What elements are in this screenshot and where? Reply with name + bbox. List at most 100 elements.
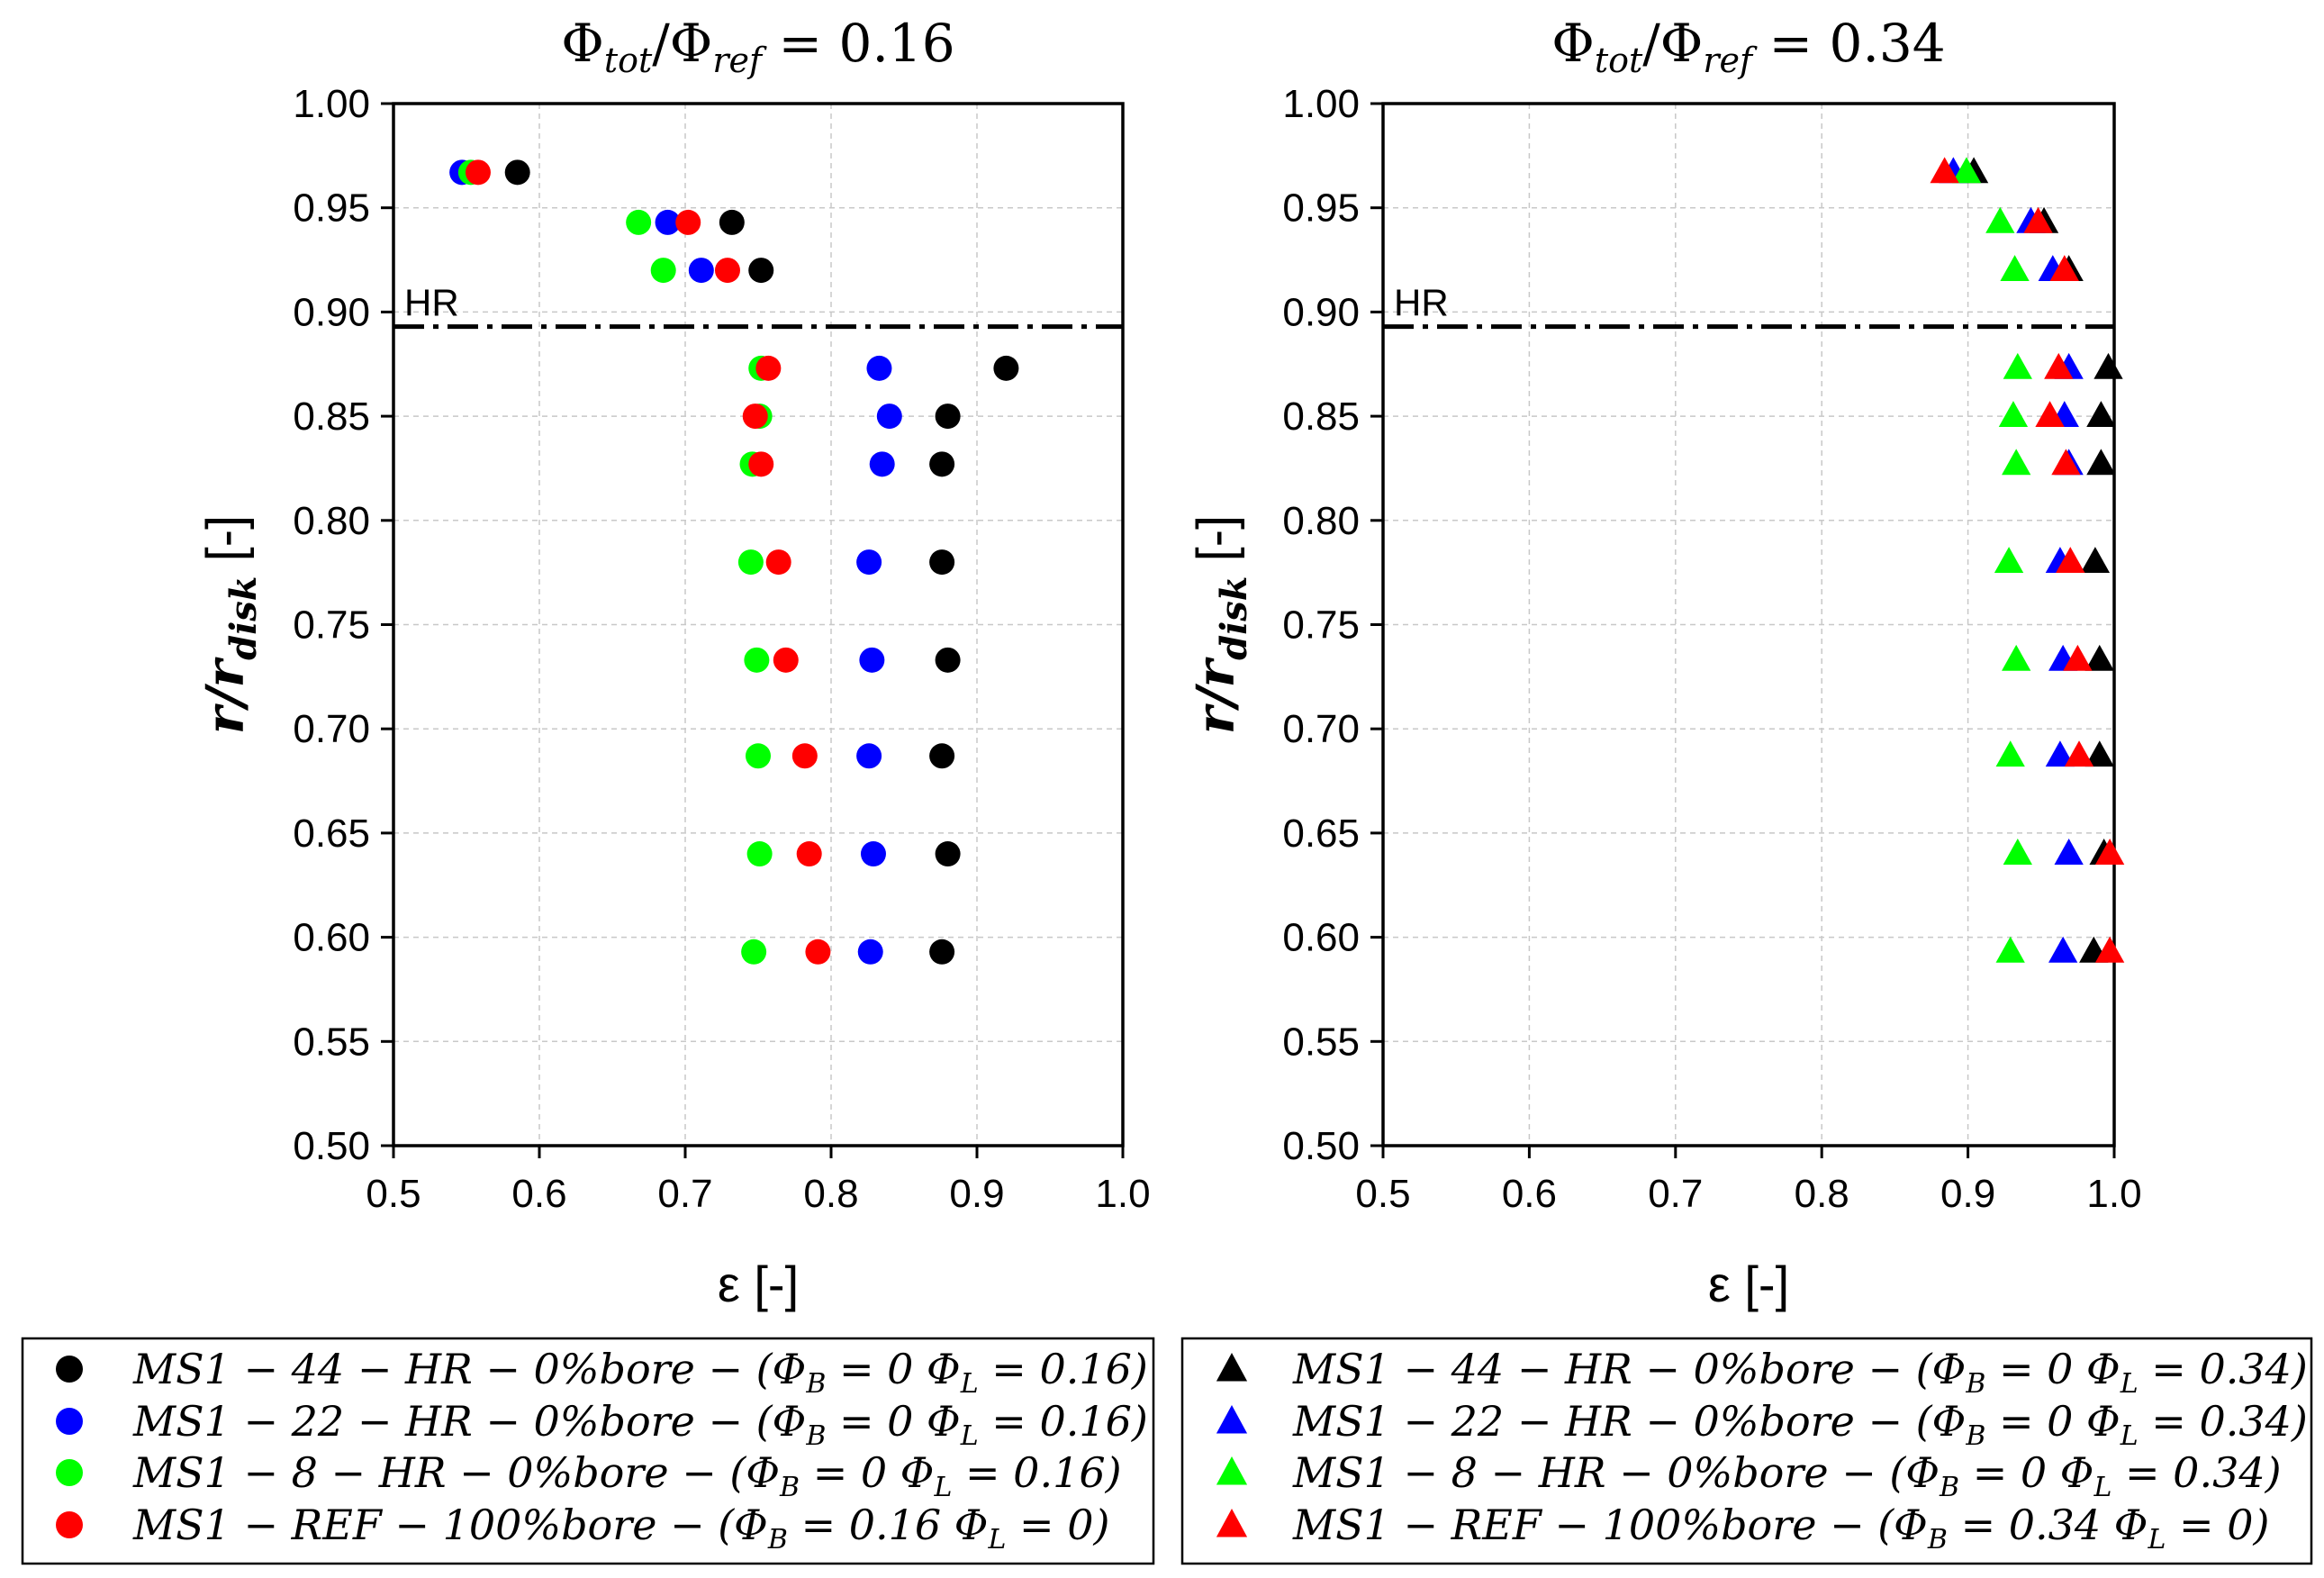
data-markers xyxy=(1930,157,2125,963)
title-phi: Φ xyxy=(1551,13,1595,74)
data-point xyxy=(2094,936,2125,963)
legend-entry-sub-b: B xyxy=(767,1524,788,1555)
data-point xyxy=(2063,644,2093,671)
legend-entry-end: = 0.16) xyxy=(979,1397,1148,1446)
ylabel-sub: disk xyxy=(222,576,265,659)
data-point xyxy=(876,404,902,430)
data-point xyxy=(2002,644,2031,671)
data-markers xyxy=(449,159,1019,965)
title-phi: Φ xyxy=(561,13,604,74)
data-point xyxy=(2056,547,2085,573)
data-point xyxy=(856,549,882,576)
legend-entry-sub-l: L xyxy=(960,1420,979,1452)
legend-entry: MS1 − 44 − HR − 0%bore − (ΦB = 0 ΦL = 0.… xyxy=(1292,1345,2308,1400)
data-point xyxy=(2054,839,2084,865)
y-tick-label: 0.65 xyxy=(293,812,370,856)
legend-entry-main: MS1 − 44 − HR − 0%bore − (Φ xyxy=(1292,1345,1966,1393)
legend-marker xyxy=(1216,1405,1248,1434)
gridlines xyxy=(1383,104,2114,1146)
legend-entry-main: MS1 − 22 − HR − 0%bore − (Φ xyxy=(132,1397,806,1446)
legend-entry-sub-b: B xyxy=(1965,1420,1985,1452)
y-tick-label: 0.50 xyxy=(293,1124,370,1168)
legend-entry-sub-l: L xyxy=(2120,1420,2139,1452)
legend-entry-mid: = 0 Φ xyxy=(1985,1397,2120,1446)
x-tick-label: 0.9 xyxy=(1940,1172,1995,1216)
series-3 xyxy=(1951,157,2032,963)
series-4 xyxy=(1930,157,2125,963)
legend-marker xyxy=(1216,1353,1248,1382)
legend: MS1 − 44 − HR − 0%bore − (ΦB = 0 ΦL = 0.… xyxy=(21,1337,1155,1565)
data-point xyxy=(929,549,955,576)
legend-entry-sub-l: L xyxy=(960,1368,979,1400)
legend-entry-mid: = 0.34 Φ xyxy=(1948,1501,2148,1549)
hr-label: HR xyxy=(1394,282,1449,324)
legend-entry-sub-b: B xyxy=(805,1368,826,1400)
legend-entry-main: MS1 − 8 − HR − 0%bore − (Φ xyxy=(132,1448,780,1497)
data-point xyxy=(748,258,774,284)
data-point xyxy=(1995,740,2025,767)
x-tick-label: 0.8 xyxy=(1795,1172,1849,1216)
chart-title: Φtot/Φref = 0.34 xyxy=(1551,13,1945,80)
data-point xyxy=(2064,740,2094,767)
data-point xyxy=(742,404,768,430)
y-tick-label: 0.90 xyxy=(1282,290,1360,334)
legend-entry-end: = 0) xyxy=(1006,1501,1109,1549)
x-tick-label: 0.5 xyxy=(366,1172,420,1216)
title-slash-phi: /Φ xyxy=(1642,13,1703,74)
legend-entry-sub-b: B xyxy=(779,1472,800,1503)
data-point xyxy=(796,841,822,867)
series-4 xyxy=(465,159,831,965)
data-point xyxy=(1995,936,2025,963)
legend-box xyxy=(1180,1337,2313,1565)
y-tick-label: 0.60 xyxy=(293,916,370,960)
data-point xyxy=(2093,352,2123,379)
x-tick-label: 0.8 xyxy=(803,1172,858,1216)
data-point xyxy=(2084,740,2114,767)
data-point xyxy=(869,451,895,477)
data-point xyxy=(746,743,771,769)
data-point xyxy=(465,159,491,186)
x-axis-label: ε [-] xyxy=(1708,1256,1789,1312)
legend-entry-mid: = 0 Φ xyxy=(1985,1345,2120,1393)
data-point xyxy=(2086,449,2116,476)
y-tick-label: 0.80 xyxy=(1282,499,1360,543)
data-point xyxy=(626,209,652,235)
data-point xyxy=(719,209,745,235)
data-point xyxy=(805,939,831,965)
data-point xyxy=(929,743,955,769)
data-point xyxy=(859,647,885,673)
data-point xyxy=(741,939,767,965)
y-tick-label: 0.85 xyxy=(293,394,370,439)
legend-entry-main: MS1 − 44 − HR − 0%bore − (Φ xyxy=(132,1345,806,1393)
legend-entry-mid: = 0 Φ xyxy=(826,1397,960,1446)
gridlines xyxy=(393,104,1123,1146)
y-tick-label: 1.00 xyxy=(293,82,370,126)
data-point xyxy=(1951,157,1982,184)
legend-marker xyxy=(56,1511,83,1538)
legend-entry-sub-b: B xyxy=(1965,1368,1985,1400)
legend-entry-end: = 0.34) xyxy=(2139,1345,2308,1393)
data-point xyxy=(2080,547,2111,573)
legend-box xyxy=(21,1337,1155,1565)
data-point xyxy=(675,209,701,235)
data-point xyxy=(746,841,773,867)
tick-group: 0.5 0.6 0.7 0.8 0.9 1.0 0.50 0.55 0.60 0.65 0.70 0.… xyxy=(1282,82,2141,1216)
legend-entry-mid: = 0 Φ xyxy=(826,1345,960,1393)
data-point xyxy=(755,355,782,381)
y-tick-label: 1.00 xyxy=(1282,82,1360,126)
legend-entry-end: = 0.34) xyxy=(2139,1397,2308,1446)
legend-entry-main: MS1 − REF − 100%bore − (Φ xyxy=(132,1501,768,1549)
legend-marker xyxy=(56,1459,83,1486)
legend-entry-end: = 0) xyxy=(2166,1501,2269,1549)
data-point xyxy=(2045,740,2075,767)
data-point xyxy=(929,939,955,965)
data-point xyxy=(765,549,791,576)
data-point xyxy=(929,451,955,477)
series-2 xyxy=(449,159,902,965)
legend-entry-mid: = 0.16 Φ xyxy=(788,1501,989,1549)
title-sub-tot: tot xyxy=(604,41,653,80)
legend-entry-end: = 0.16) xyxy=(979,1345,1148,1393)
data-point xyxy=(1998,401,2029,427)
data-point xyxy=(2094,839,2125,865)
